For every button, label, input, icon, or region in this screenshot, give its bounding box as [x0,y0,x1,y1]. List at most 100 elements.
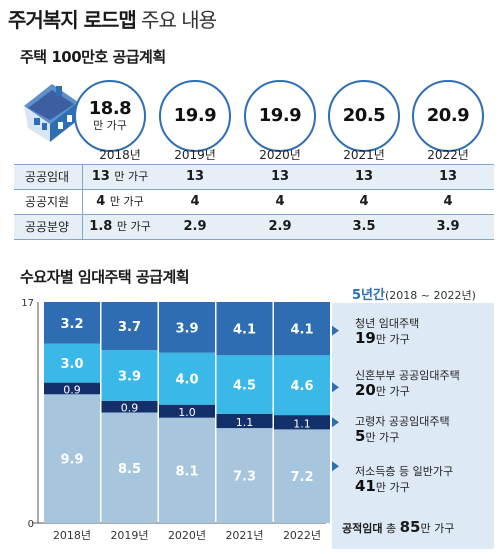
arrow-icon [332,417,339,428]
bar-segment [159,417,215,523]
data-label: 4.5 [233,379,256,394]
data-label: 3.9 [175,321,198,336]
total-circle-2019: 19.9 [159,80,231,152]
cell-value: 1.8 [89,219,113,234]
chart-title: 수요자별 임대주택 공급계획 [20,268,190,286]
housing-plan-subtitle: 주택 100만호 공급계획 [20,48,166,66]
arrow-icon [332,325,339,336]
cell-unit: 만 가구 [116,220,151,233]
total-circle-2020: 19.9 [244,80,316,152]
title-main: 주거복지 로드맵 [8,8,137,32]
table-cell: 13 [185,169,205,184]
arrow-icon [332,382,339,393]
bar-segment [274,429,330,523]
data-label: 3.0 [60,357,83,372]
table-cell: 4 [275,194,285,209]
bar-segment [101,412,158,523]
x-tick-label: 2020년 [168,529,206,542]
table-cell: 2.9 [183,219,207,234]
page-title: 주거복지 로드맵 주요 내용 [8,4,217,33]
cell-unit: 만 가구 [114,170,149,183]
cell-unit: 만 가구 [109,195,144,208]
bar-segment [274,415,330,430]
year-label: 2022년 [427,148,469,162]
bar-segment [159,352,215,405]
data-label: 8.1 [175,464,198,479]
total-value: 19.9 [173,105,217,126]
legend-item-youth: 청년 임대주택 19만 가구 [355,316,419,347]
data-label: 1.1 [236,416,254,429]
legend-item-low-income: 저소득층 등 일반가구 41만 가구 [355,464,453,495]
legend-item-value: 5 [355,427,366,445]
bar-segment [216,302,273,356]
total-unit: 만 가구 [93,119,127,132]
legend-item-elderly: 고령자 공공임대주택 5만 가구 [355,414,450,445]
table-cell: 13 [270,169,290,184]
x-tick-label: 2018년 [53,529,91,542]
period-range: (2018 ~ 2022년) [384,289,476,302]
cell-value: 4 [96,194,106,209]
data-label: 7.2 [290,470,313,485]
table-cell: 1.8 만 가구 [80,215,160,239]
bar-segment [44,302,100,344]
x-tick-label: 2022년 [283,529,321,542]
year-label: 2018년 [99,148,141,162]
year-label: 2021년 [343,148,385,162]
table-cell: 4 [190,194,200,209]
stacked-bar-chart: 17 0 9.9 0.9 3.0 3.2 2018년 8.5 0.9 3.9 3.7 2019년 8.1… [21,298,339,542]
data-label: 8.5 [118,462,141,477]
table-cell: 4 만 가구 [80,190,160,214]
table-divider [14,164,494,165]
x-tick-label: 2021년 [225,529,263,542]
table-cell: 4 [359,194,369,209]
table-divider [14,189,494,190]
data-label: 4.1 [290,323,313,338]
table-cell: 3.5 [352,219,376,234]
data-label: 9.9 [60,453,83,468]
data-label: 0.9 [121,402,139,415]
legend-item-name: 청년 임대주택 [355,317,420,330]
arrow-icon [332,461,339,472]
legend-item-value: 20 [355,381,376,399]
total-value: 18.8 [88,98,132,119]
bar-segment [216,355,273,414]
legend-item-unit: 만 가구 [375,385,410,398]
x-tick-label: 2019년 [110,529,148,542]
bar-segment [101,350,158,401]
data-label: 3.9 [118,369,141,384]
total-value: 20.9 [426,105,470,126]
bar-segment [44,343,100,383]
legend-item-name: 고령자 공공임대주택 [355,415,450,428]
y-tick-label: 0 [28,519,34,530]
period-label: 5년간(2018 ~ 2022년) [352,284,476,303]
data-label: 4.0 [175,373,198,388]
data-label: 4.6 [290,379,313,394]
bar-segment [101,302,158,351]
table-column-divider [82,165,83,239]
table-cell: 13 만 가구 [80,165,160,189]
cell-value: 13 [91,169,110,184]
total-value: 20.5 [342,105,386,126]
total-circle-2022: 20.9 [412,80,484,152]
legend-item-newlywed: 신혼부부 공공임대주택 20만 가구 [355,368,460,399]
title-sub: 주요 내용 [141,8,217,32]
data-label: 1.0 [178,406,196,419]
year-label: 2020년 [259,148,301,162]
total-unit: 만 가구 [420,522,455,535]
total-circle-2018: 18.8 만 가구 [74,80,146,152]
house-icon [24,84,78,142]
total-summary: 공적임대 총 85만 가구 [342,518,454,536]
bar-segment [274,302,330,356]
data-label: 3.7 [118,320,141,335]
data-label: 3.2 [60,317,83,332]
legend-item-unit: 만 가구 [375,481,410,494]
legend-panel [332,303,494,549]
table-row [14,165,494,189]
total-value: 85 [399,518,421,536]
legend-item-name: 신혼부부 공공임대주택 [355,369,460,382]
total-value: 19.9 [258,105,302,126]
legend-item-unit: 만 가구 [365,431,400,444]
data-label: 0.9 [63,383,81,396]
row-label: 공공분양 [24,220,70,234]
legend-item-value: 19 [355,329,376,347]
